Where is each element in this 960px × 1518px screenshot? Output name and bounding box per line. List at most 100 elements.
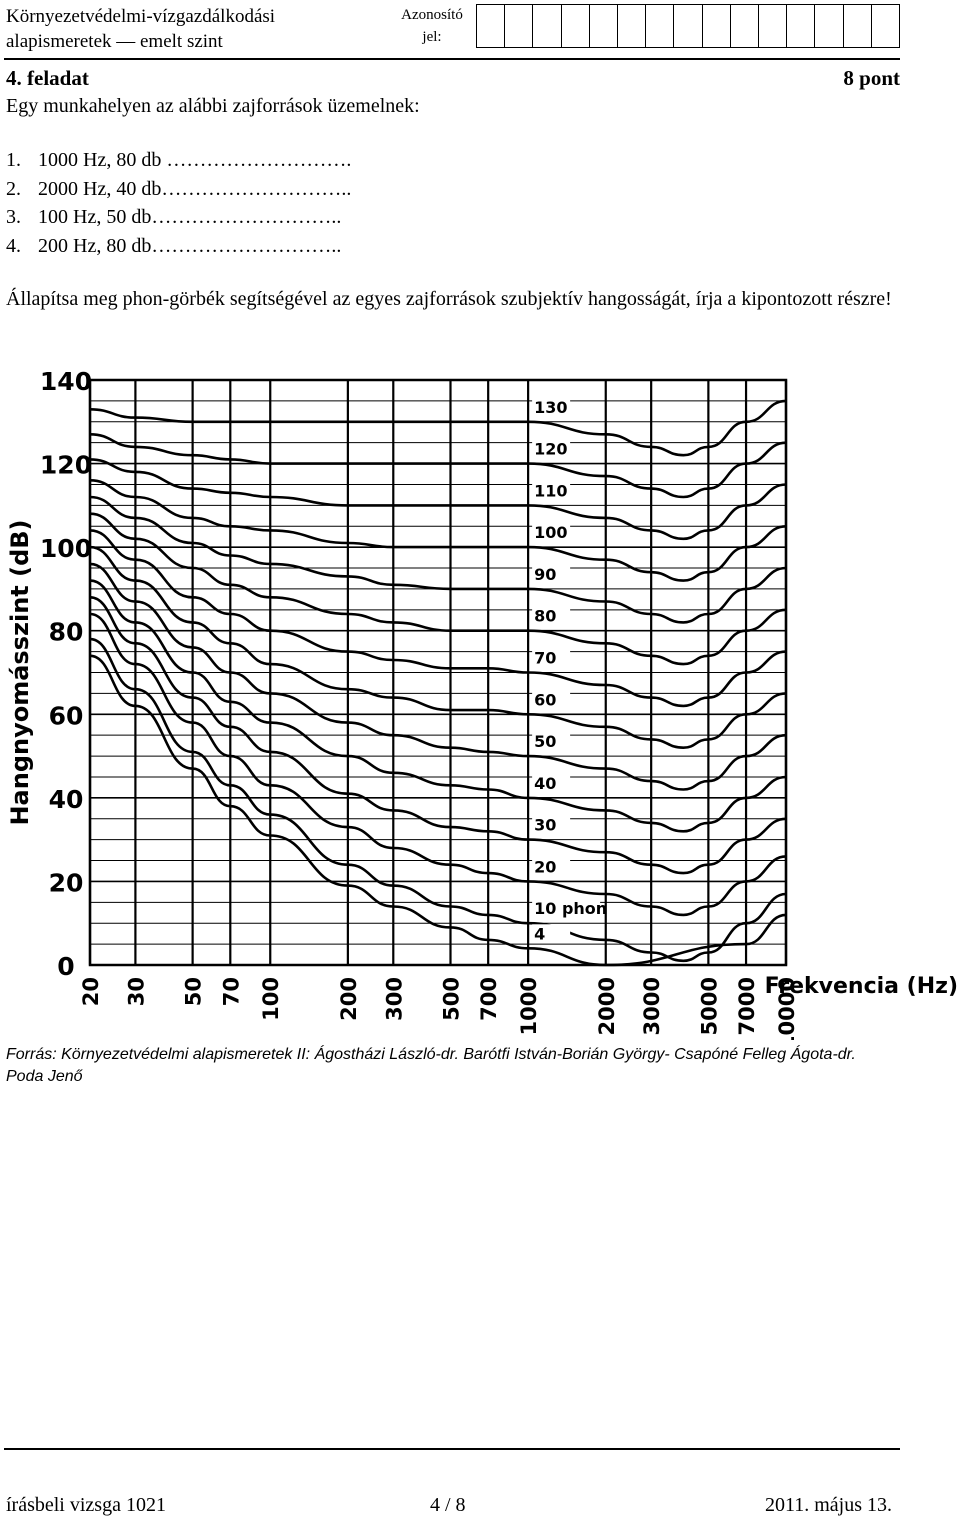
phon-label-bg — [532, 690, 571, 709]
y-tick-label: 120 — [40, 451, 92, 480]
phon-curve-10 — [89, 637, 787, 963]
answer-blank[interactable]: ……………………….. — [151, 206, 342, 229]
phon-curve-70 — [89, 529, 787, 708]
x-tick-label: 700 — [477, 977, 501, 1021]
phon-label: 30 — [534, 816, 556, 835]
phon-label: 120 — [534, 440, 567, 459]
y-tick-label: 80 — [49, 618, 84, 647]
id-label: Azonosító jel: — [396, 4, 468, 48]
phon-label-bg — [532, 564, 571, 583]
id-code-box[interactable] — [787, 5, 816, 47]
id-code-box[interactable] — [477, 5, 506, 47]
footer-divider — [4, 1448, 900, 1450]
list-item: 1. 1000 Hz, 80 db ………………………. — [6, 146, 351, 175]
phon-label-bg — [532, 773, 571, 792]
phon-curves — [89, 399, 787, 967]
y-tick-label: 0 — [57, 952, 74, 981]
phon-label: 90 — [534, 565, 556, 584]
item-number: 1. — [6, 149, 21, 171]
phon-label: 20 — [534, 857, 556, 876]
id-code-box[interactable] — [505, 5, 534, 47]
item-text: 100 Hz, 50 db — [38, 206, 152, 229]
phon-curve-50 — [89, 562, 787, 791]
id-code-boxes — [476, 4, 900, 48]
phon-curve-120 — [89, 433, 787, 499]
phon-label-bg — [532, 732, 571, 751]
id-code-box[interactable] — [815, 5, 844, 47]
answer-blank[interactable]: ……………………….. — [151, 234, 342, 257]
item-text: 1000 Hz, 80 db — [38, 149, 162, 171]
task-instruction: Állapítsa meg phon-görbék segítségével a… — [6, 288, 892, 310]
x-tick-label: 50 — [182, 977, 206, 1006]
x-tick-label: 70 — [219, 977, 243, 1006]
phon-label: 60 — [534, 690, 556, 709]
x-tick-label: 10000 — [775, 977, 799, 1040]
x-tick-label: 7000 — [735, 977, 759, 1035]
id-code-box[interactable] — [731, 5, 760, 47]
list-item: 2. 2000 Hz, 40 db……………………….. — [6, 175, 351, 204]
phon-curve-30 — [89, 596, 787, 875]
phon-curve-20 — [89, 612, 787, 917]
header-divider — [4, 58, 900, 60]
phon-label-bg — [532, 648, 571, 667]
id-code-box[interactable] — [646, 5, 675, 47]
phon-label-bg — [532, 523, 571, 542]
y-axis-title: Hangnyomásszint (dB) — [6, 519, 34, 825]
id-code-box[interactable] — [759, 5, 788, 47]
phon-label: 50 — [534, 732, 556, 751]
id-code-box[interactable] — [590, 5, 619, 47]
phon-label-bg — [532, 439, 571, 458]
x-tick-label: 500 — [439, 977, 463, 1021]
id-code-box[interactable] — [674, 5, 703, 47]
phon-label: 110 — [534, 481, 567, 500]
chart-grid — [88, 378, 788, 967]
phon-label: 100 — [534, 523, 567, 542]
answer-blank[interactable]: ………………………. — [161, 149, 352, 171]
phon-label-bg — [532, 815, 571, 834]
phon-label: 130 — [534, 398, 567, 417]
id-code-box[interactable] — [618, 5, 647, 47]
id-code-box[interactable] — [703, 5, 731, 47]
phon-curve-60 — [89, 545, 787, 750]
phon-label: 80 — [534, 607, 556, 626]
phon-curve-100 — [89, 479, 787, 582]
phon-curve-40 — [89, 579, 787, 833]
y-tick-label: 140 — [40, 367, 92, 396]
item-number: 2. — [6, 177, 21, 200]
id-code-box[interactable] — [872, 5, 899, 47]
x-tick-label: 3000 — [640, 977, 664, 1035]
phon-label: 40 — [534, 774, 556, 793]
x-tick-label: 100 — [259, 977, 283, 1021]
x-tick-label: 1000 — [517, 977, 541, 1035]
footer-date: 2011. május 13. — [764, 1494, 892, 1516]
y-tick-label: 20 — [49, 868, 84, 897]
x-tick-label: 200 — [337, 977, 361, 1021]
id-label-line1: Azonosító — [401, 7, 463, 23]
phon-curve-4 — [89, 654, 787, 967]
phon-label-bg — [532, 899, 601, 918]
phon-label: 10 phon — [534, 899, 607, 918]
answer-blank[interactable]: ……………………….. — [161, 177, 352, 200]
phon-curve-110 — [89, 458, 787, 541]
list-item: 4. 200 Hz, 80 db……………………….. — [6, 232, 351, 261]
x-tick-label: 300 — [382, 977, 406, 1021]
x-tick-label: 20 — [79, 977, 103, 1006]
x-axis-title: Frekvencia (Hz) — [765, 974, 958, 999]
task-intro: Egy munkahelyen az alábbi zajforrások üz… — [6, 95, 420, 117]
phon-label-bg — [532, 606, 571, 625]
phon-label-bg — [532, 481, 571, 500]
item-text: 200 Hz, 80 db — [38, 234, 152, 257]
y-tick-label: 60 — [49, 701, 84, 730]
list-item: 3. 100 Hz, 50 db……………………….. — [6, 203, 351, 232]
id-code-box[interactable] — [533, 5, 562, 47]
phon-label-bg — [532, 397, 571, 416]
id-code-box[interactable] — [844, 5, 872, 47]
x-tick-label: 30 — [124, 977, 148, 1006]
y-tick-label: 40 — [49, 785, 84, 814]
phon-label: 4 — [534, 924, 545, 943]
footer-exam-label: írásbeli vizsga 1021 — [6, 1494, 166, 1516]
header-title-line2: alapismeretek — emelt szint — [6, 31, 223, 52]
id-code-box[interactable] — [562, 5, 590, 47]
